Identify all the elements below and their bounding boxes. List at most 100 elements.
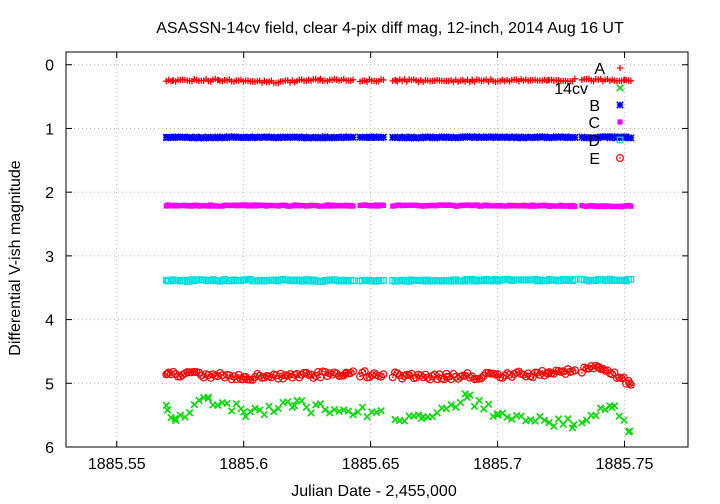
data-point	[528, 373, 537, 382]
data-point	[215, 76, 222, 84]
y-tick-label: 4	[45, 313, 54, 330]
data-point	[274, 404, 283, 413]
series-14cv	[162, 390, 634, 436]
data-point	[241, 202, 247, 209]
data-point	[571, 133, 579, 142]
data-point	[515, 133, 523, 141]
data-point	[620, 133, 629, 142]
data-point	[388, 373, 397, 382]
data-point	[470, 402, 479, 411]
data-point	[595, 363, 604, 372]
data-point	[592, 411, 600, 420]
data-point	[621, 276, 628, 284]
data-point	[349, 133, 357, 142]
data-point	[417, 414, 426, 423]
data-point	[379, 133, 388, 141]
series-A	[163, 75, 635, 87]
data-point	[606, 134, 614, 142]
data-point	[475, 396, 483, 405]
data-point	[470, 133, 479, 142]
data-point	[493, 411, 502, 419]
x-tick-label: 1885.75	[596, 456, 654, 473]
data-point	[561, 369, 570, 378]
data-point	[163, 406, 172, 414]
data-point	[349, 410, 357, 419]
data-point	[621, 203, 628, 209]
data-point	[321, 368, 330, 377]
legend-label: C	[588, 115, 600, 132]
legend-label: D	[588, 133, 600, 150]
data-points	[162, 75, 635, 436]
y-tick-label: 1	[45, 121, 54, 138]
legend-marker	[616, 84, 624, 92]
data-point	[561, 133, 570, 141]
legend-label: E	[589, 151, 600, 168]
data-point	[571, 276, 579, 283]
data-point	[171, 414, 179, 423]
data-point	[164, 277, 171, 285]
data-point	[463, 393, 471, 402]
x-tick-label: 1885.55	[88, 456, 146, 473]
data-point	[163, 133, 172, 142]
x-tick-label: 1885.65	[342, 456, 400, 473]
data-point	[430, 370, 439, 379]
data-point	[380, 277, 387, 284]
data-point	[377, 407, 385, 415]
data-point	[494, 276, 501, 284]
data-point	[213, 133, 222, 141]
data-point	[564, 414, 572, 423]
data-point	[246, 407, 255, 416]
data-point	[545, 76, 552, 84]
data-point	[240, 276, 248, 284]
data-point	[297, 134, 306, 142]
data-point	[512, 134, 521, 142]
data-point	[603, 132, 612, 141]
data-point	[349, 277, 357, 285]
data-point	[251, 404, 259, 413]
data-point	[211, 134, 220, 142]
data-point	[192, 133, 201, 141]
data-point	[625, 379, 634, 388]
data-point	[274, 374, 283, 383]
data-point	[239, 408, 248, 416]
data-point	[185, 408, 194, 417]
data-point	[608, 403, 616, 412]
data-point	[494, 202, 501, 209]
y-tick-label: 6	[45, 440, 54, 457]
data-point	[572, 203, 578, 210]
data-point	[577, 368, 586, 377]
x-tick-label: 1885.7	[473, 456, 522, 473]
data-point	[265, 78, 273, 86]
data-point	[234, 370, 243, 379]
legend-marker	[616, 64, 624, 72]
data-point	[442, 372, 451, 381]
data-point	[185, 133, 194, 141]
data-point	[335, 407, 343, 416]
data-point	[540, 133, 549, 141]
data-point	[627, 275, 635, 283]
data-point	[569, 420, 578, 429]
data-point	[519, 134, 528, 142]
legend-label: 14cv	[554, 81, 588, 98]
data-point	[610, 133, 619, 141]
data-point	[297, 396, 306, 405]
plot-frame	[65, 51, 689, 448]
data-point	[621, 76, 628, 84]
data-point	[318, 134, 327, 142]
data-point	[269, 407, 278, 416]
data-point	[484, 400, 493, 408]
data-point	[372, 408, 381, 417]
axis-ticks: 1885.55 1885.6 1885.65 1885.7 1885.75 0 1 2 3 4 5 6	[45, 52, 688, 473]
data-point	[307, 409, 315, 417]
data-point	[456, 398, 465, 407]
data-point	[213, 401, 222, 410]
data-point	[349, 76, 357, 83]
data-point	[550, 133, 558, 142]
chart-title: ASASSN-14cv field, clear 4-pix diff mag,…	[156, 20, 624, 37]
data-point	[447, 401, 455, 409]
data-point	[398, 134, 406, 142]
y-tick-label: 0	[45, 58, 54, 75]
data-point	[204, 393, 212, 402]
